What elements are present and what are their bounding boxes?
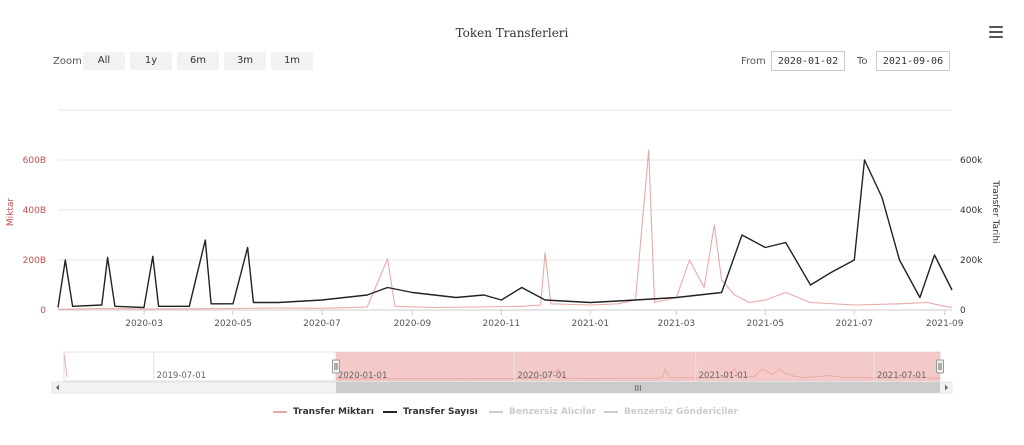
legend: Transfer Miktarı Transfer Sayısı Benzersiz… xyxy=(0,404,1024,420)
range-to-label: To xyxy=(857,56,868,67)
legend-item-benzersiz-alicilar[interactable]: Benzersiz Alıcılar xyxy=(489,404,596,420)
x-axis-tick-label: 2021-07 xyxy=(835,319,873,329)
zoom-1y-button[interactable]: 1y xyxy=(130,52,172,70)
zoom-6m-button[interactable]: 6m xyxy=(177,52,219,70)
legend-item-transfer-miktari[interactable]: Transfer Miktarı xyxy=(273,404,374,420)
legend-label: Benzersiz Alıcılar xyxy=(509,407,597,417)
left-axis-tick-label: 600B xyxy=(23,156,46,166)
right-axis-tick-label: 200k xyxy=(960,256,983,266)
legend-label: Benzersiz Göndericiler xyxy=(624,407,739,417)
navigator-scrollbar[interactable]: III xyxy=(51,381,953,394)
legend-label: Transfer Miktarı xyxy=(293,407,374,417)
zoom-all-button[interactable]: All xyxy=(83,52,125,70)
hamburger-menu-icon[interactable] xyxy=(989,26,1003,38)
right-axis-title: Transfer Tarihi xyxy=(990,180,1000,244)
legend-swatch xyxy=(489,411,503,413)
x-axis-tick-label: 2020-11 xyxy=(483,319,521,329)
x-axis-tick-label: 2020-05 xyxy=(214,319,252,329)
navigator-tick-label: 2020-07-01 xyxy=(517,371,566,381)
navigator-history-line xyxy=(63,353,68,378)
navigator-background xyxy=(63,351,941,382)
legend-swatch xyxy=(383,411,397,413)
x-axis-tick-label: 2021-03 xyxy=(658,319,696,329)
legend-item-benzersiz-gondericiler[interactable]: Benzersiz Göndericiler xyxy=(604,404,738,420)
left-axis-title: Miktar xyxy=(6,198,16,227)
chart-title: Token Transferleri xyxy=(455,26,569,40)
legend-swatch xyxy=(604,411,618,413)
navigator-tick-label: 2021-07-01 xyxy=(877,371,926,381)
range-from-label: From xyxy=(741,56,766,67)
range-from-input[interactable] xyxy=(771,51,845,71)
navigator-series-line xyxy=(335,367,941,380)
right-axis-tick-label: 600k xyxy=(960,156,983,166)
x-axis-tick-label: 2020-07 xyxy=(303,319,341,329)
left-axis-tick-label: 0 xyxy=(40,306,46,316)
series-transfer-miktari-line xyxy=(57,149,953,310)
navigator-tick-label: 2019-07-01 xyxy=(157,371,206,381)
zoom-label: Zoom xyxy=(53,56,82,67)
scroll-left-arrow-icon[interactable] xyxy=(56,384,59,391)
series-transfer-sayisi-line xyxy=(57,159,953,309)
zoom-3m-button[interactable]: 3m xyxy=(224,52,266,70)
zoom-1m-button[interactable]: 1m xyxy=(271,52,313,70)
right-axis-tick-label: 400k xyxy=(960,206,983,216)
right-axis-tick-label: 0 xyxy=(960,306,966,316)
legend-swatch xyxy=(273,411,287,413)
x-axis-tick-label: 2021-01 xyxy=(572,319,610,329)
navigator-tick-label: 2020-01-01 xyxy=(338,371,387,381)
x-axis-tick-label: 2021-05 xyxy=(747,319,785,329)
legend-label: Transfer Sayısı xyxy=(403,407,478,417)
svg-text:III: III xyxy=(634,384,641,393)
left-axis-tick-label: 400B xyxy=(23,206,46,216)
navigator-selection[interactable] xyxy=(335,352,940,381)
x-axis-tick-label: 2020-09 xyxy=(394,319,432,329)
legend-item-transfer-sayisi[interactable]: Transfer Sayısı xyxy=(383,404,478,420)
navigator-left-handle[interactable] xyxy=(331,359,340,374)
navigator-right-handle[interactable] xyxy=(936,359,944,374)
range-to-input[interactable] xyxy=(876,51,950,71)
navigator[interactable]: 2019-07-01 2020-01-01 2020-07-01 2021-01-01… xyxy=(51,351,953,394)
x-axis-tick-label: 2021-09 xyxy=(926,319,964,329)
left-axis-tick-label: 200B xyxy=(23,256,46,266)
x-axis-tick-label: 2020-03 xyxy=(125,319,163,329)
scroll-right-arrow-icon[interactable] xyxy=(945,384,948,391)
navigator-tick-label: 2021-01-01 xyxy=(699,371,748,381)
